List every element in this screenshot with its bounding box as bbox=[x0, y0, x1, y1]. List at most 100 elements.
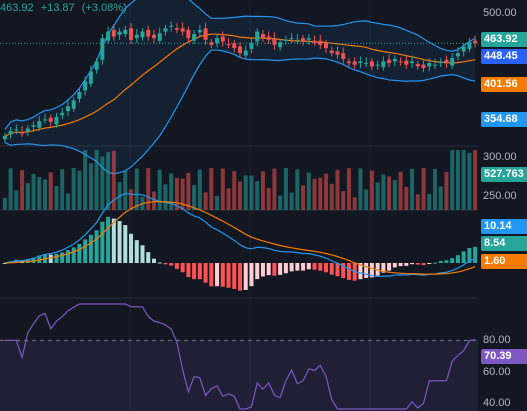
candle-body[interactable] bbox=[358, 61, 363, 64]
macd-histogram-bar bbox=[358, 263, 363, 280]
candle-body[interactable] bbox=[123, 29, 128, 35]
candle-body[interactable] bbox=[71, 100, 76, 109]
candle-body[interactable] bbox=[111, 29, 116, 37]
candle-body[interactable] bbox=[427, 63, 432, 67]
candle-body[interactable] bbox=[324, 43, 329, 49]
candle-body[interactable] bbox=[226, 43, 231, 45]
candle-body[interactable] bbox=[243, 50, 248, 56]
candle-body[interactable] bbox=[232, 43, 237, 49]
candle-body[interactable] bbox=[369, 61, 374, 67]
macd-histogram-bar bbox=[318, 263, 323, 271]
candle-body[interactable] bbox=[398, 61, 403, 63]
macd-histogram-bar bbox=[88, 234, 93, 263]
candle-body[interactable] bbox=[83, 81, 88, 91]
candle-body[interactable] bbox=[289, 38, 294, 40]
candle-body[interactable] bbox=[392, 58, 397, 62]
volume-bar bbox=[295, 169, 300, 210]
volume-bar bbox=[14, 190, 19, 210]
candle-body[interactable] bbox=[2, 136, 7, 140]
macd-histogram-bar bbox=[192, 263, 197, 280]
candle-body[interactable] bbox=[192, 34, 197, 41]
macd-histogram-bar bbox=[450, 258, 455, 263]
candle-body[interactable] bbox=[318, 40, 323, 45]
candle-body[interactable] bbox=[312, 40, 317, 43]
candle-body[interactable] bbox=[432, 64, 437, 66]
candle-body[interactable] bbox=[473, 40, 478, 44]
candle-body[interactable] bbox=[364, 63, 369, 65]
candle-body[interactable] bbox=[450, 58, 455, 66]
candle-body[interactable] bbox=[117, 31, 122, 35]
macd-histogram-bar bbox=[455, 255, 460, 263]
candle-body[interactable] bbox=[421, 64, 426, 69]
candle-body[interactable] bbox=[306, 38, 311, 40]
candle-body[interactable] bbox=[410, 61, 415, 64]
candle-body[interactable] bbox=[461, 46, 466, 52]
candle-body[interactable] bbox=[272, 38, 277, 45]
candle-body[interactable] bbox=[266, 36, 271, 40]
candle-body[interactable] bbox=[77, 92, 82, 99]
candle-body[interactable] bbox=[455, 53, 460, 57]
candle-body[interactable] bbox=[20, 131, 25, 134]
candle-body[interactable] bbox=[249, 43, 254, 49]
macd-histogram-bar bbox=[237, 263, 243, 291]
candle-body[interactable] bbox=[444, 59, 449, 64]
candle-body[interactable] bbox=[54, 116, 59, 125]
candle-body[interactable] bbox=[220, 36, 225, 42]
candle-body[interactable] bbox=[186, 29, 191, 39]
candle-body[interactable] bbox=[88, 71, 93, 84]
candle-body[interactable] bbox=[157, 33, 162, 41]
candle-body[interactable] bbox=[209, 42, 214, 45]
candle-body[interactable] bbox=[197, 29, 202, 33]
candle-body[interactable] bbox=[295, 39, 300, 41]
candle-body[interactable] bbox=[169, 25, 174, 27]
volume-bar bbox=[180, 178, 185, 210]
candle-body[interactable] bbox=[31, 125, 36, 127]
macd-histogram-bar bbox=[134, 240, 139, 263]
candle-body[interactable] bbox=[14, 129, 19, 131]
candle-body[interactable] bbox=[146, 29, 151, 37]
candle-body[interactable] bbox=[375, 64, 380, 66]
candle-body[interactable] bbox=[48, 117, 53, 122]
candle-body[interactable] bbox=[65, 106, 70, 112]
candle-body[interactable] bbox=[180, 28, 185, 32]
candle-body[interactable] bbox=[335, 51, 340, 55]
candle-body[interactable] bbox=[381, 61, 386, 68]
candle-body[interactable] bbox=[301, 38, 306, 42]
candle-body[interactable] bbox=[43, 119, 48, 121]
candle-body[interactable] bbox=[255, 31, 260, 42]
candle-body[interactable] bbox=[467, 42, 472, 49]
candle-body[interactable] bbox=[8, 131, 13, 135]
candle-body[interactable] bbox=[163, 28, 168, 32]
candle-body[interactable] bbox=[60, 112, 65, 116]
candle-body[interactable] bbox=[341, 53, 346, 59]
candle-body[interactable] bbox=[134, 34, 139, 39]
candle-body[interactable] bbox=[37, 121, 42, 128]
candle-body[interactable] bbox=[203, 28, 208, 40]
candle-body[interactable] bbox=[283, 39, 288, 41]
candle-body[interactable] bbox=[260, 34, 265, 39]
candle-body[interactable] bbox=[129, 28, 134, 40]
candle-body[interactable] bbox=[100, 38, 105, 60]
candle-body[interactable] bbox=[237, 46, 243, 54]
candle-body[interactable] bbox=[94, 61, 99, 70]
candle-body[interactable] bbox=[346, 61, 351, 64]
macd-histogram-bar bbox=[432, 262, 437, 264]
volume-bar bbox=[455, 150, 460, 210]
candle-body[interactable] bbox=[404, 60, 409, 65]
candle-body[interactable] bbox=[387, 59, 392, 64]
candle-body[interactable] bbox=[106, 31, 111, 41]
volume-bar bbox=[467, 152, 472, 210]
candle-body[interactable] bbox=[140, 31, 145, 38]
volume-bar bbox=[324, 173, 329, 210]
candle-body[interactable] bbox=[278, 42, 283, 48]
candle-body[interactable] bbox=[174, 28, 179, 30]
candle-body[interactable] bbox=[415, 63, 420, 67]
candle-body[interactable] bbox=[329, 50, 334, 54]
candle-body[interactable] bbox=[151, 34, 156, 39]
candle-body[interactable] bbox=[438, 61, 443, 64]
candle-body[interactable] bbox=[25, 128, 30, 132]
candle-body[interactable] bbox=[352, 61, 357, 65]
candle-body[interactable] bbox=[215, 38, 220, 44]
